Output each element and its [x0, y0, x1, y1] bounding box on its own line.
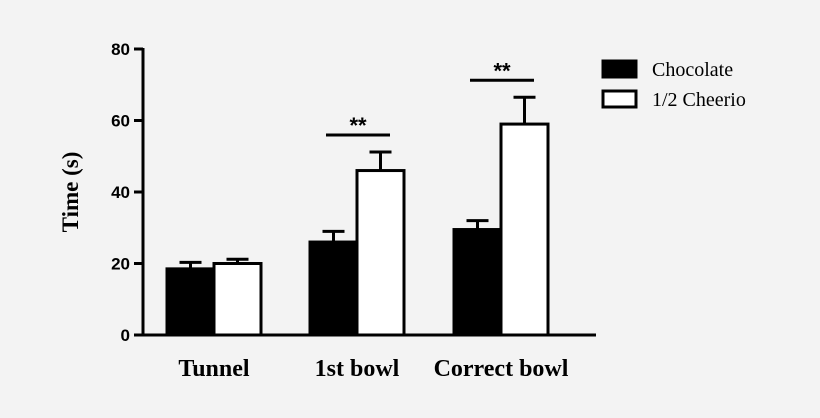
y-axis-title: Time (s) [58, 152, 83, 233]
bar-chocolate [452, 228, 503, 337]
bar-chocolate [165, 267, 216, 337]
legend-label: 1/2 Cheerio [652, 89, 746, 111]
bar-cheerio [355, 169, 406, 337]
bar-cheerio [212, 262, 263, 337]
y-tick-label: 40 [111, 183, 130, 202]
y-tick-label: 20 [111, 255, 130, 274]
x-tick-label: Tunnel [178, 356, 250, 382]
x-tick-label: 1st bowl [315, 356, 400, 382]
y-tick-label: 0 [121, 326, 130, 345]
y-tick-label: 80 [111, 40, 130, 59]
significance-label: ** [493, 58, 511, 83]
y-tick-label: 60 [111, 112, 130, 131]
x-tick-label: Correct bowl [434, 356, 569, 382]
bar-chocolate [308, 240, 359, 337]
legend-label: Chocolate [652, 59, 733, 81]
significance-label: ** [349, 113, 367, 138]
legend-swatch [601, 89, 638, 109]
bar-cheerio [499, 122, 550, 337]
legend-swatch [601, 59, 638, 79]
